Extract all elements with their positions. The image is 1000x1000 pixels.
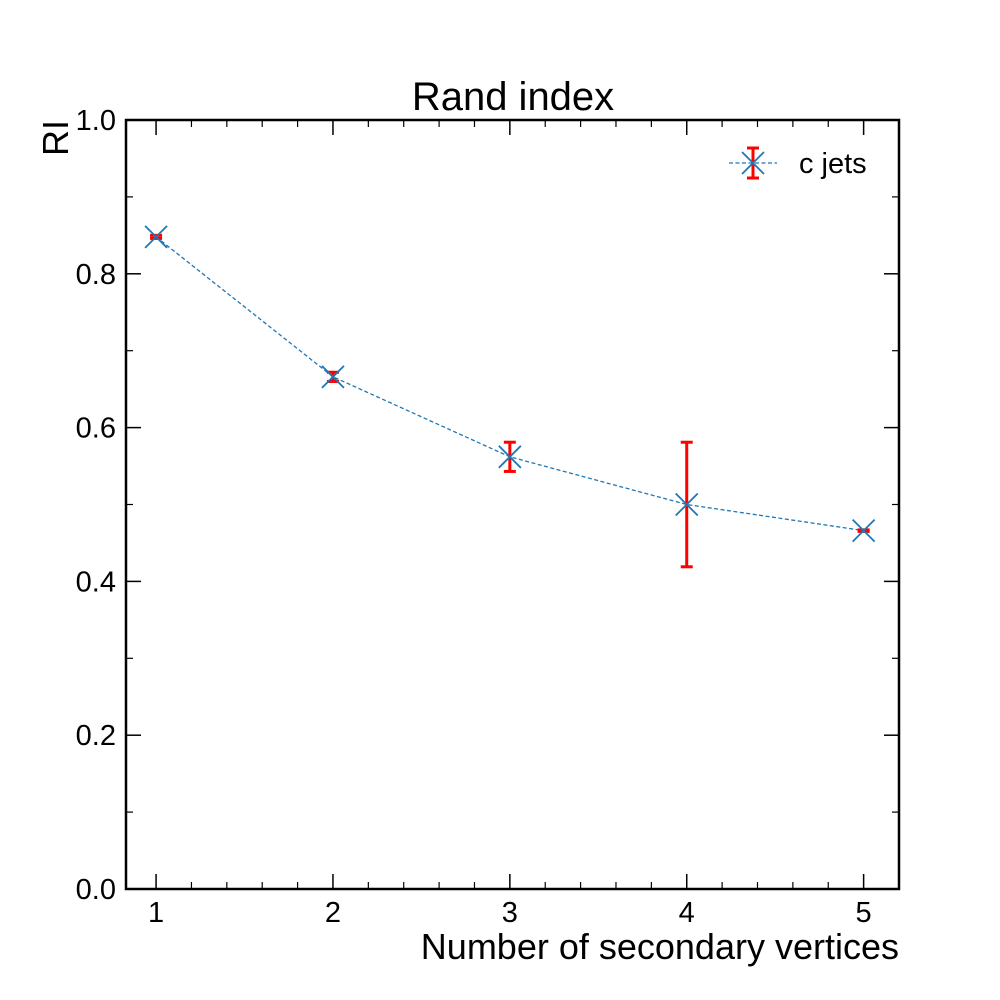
y-tick-label: 0.4 (76, 566, 116, 598)
chart-title: Rand index (412, 75, 614, 119)
y-tick-label: 0.2 (76, 720, 116, 752)
marker-stroke (321, 365, 345, 389)
data-point (321, 365, 345, 389)
plot-series (144, 225, 876, 569)
legend: c jets (729, 146, 867, 180)
data-point (498, 445, 522, 469)
y-tick-label: 0.6 (76, 413, 116, 445)
y-axis-label: RI (35, 120, 76, 156)
marker-stroke (851, 519, 876, 543)
series-line (155, 236, 864, 532)
legend-label: c jets (799, 148, 867, 180)
x-tick-label: 3 (502, 897, 518, 929)
x-tick-label: 1 (148, 897, 164, 929)
tick-labels: 1 2 3 4 5 0.0 0.2 0.4 0.6 0.8 1.0 (76, 105, 872, 929)
y-tick-label: 1.0 (76, 105, 116, 137)
y-tick-label: 0.8 (76, 259, 116, 291)
data-point (144, 225, 168, 249)
data-point (675, 492, 699, 517)
data-point (851, 519, 876, 543)
marker-stroke (498, 445, 522, 469)
legend-marker (741, 151, 765, 175)
x-tick-label: 5 (856, 897, 872, 929)
marker-stroke (144, 225, 168, 249)
plot-frame (124, 118, 901, 891)
x-axis-label: Number of secondary vertices (421, 926, 899, 967)
axis-ticks (126, 119, 900, 890)
x-tick-label: 2 (325, 897, 341, 929)
x-tick-label: 4 (679, 897, 695, 929)
y-tick-label: 0.0 (76, 874, 116, 906)
marker-stroke (675, 492, 699, 517)
